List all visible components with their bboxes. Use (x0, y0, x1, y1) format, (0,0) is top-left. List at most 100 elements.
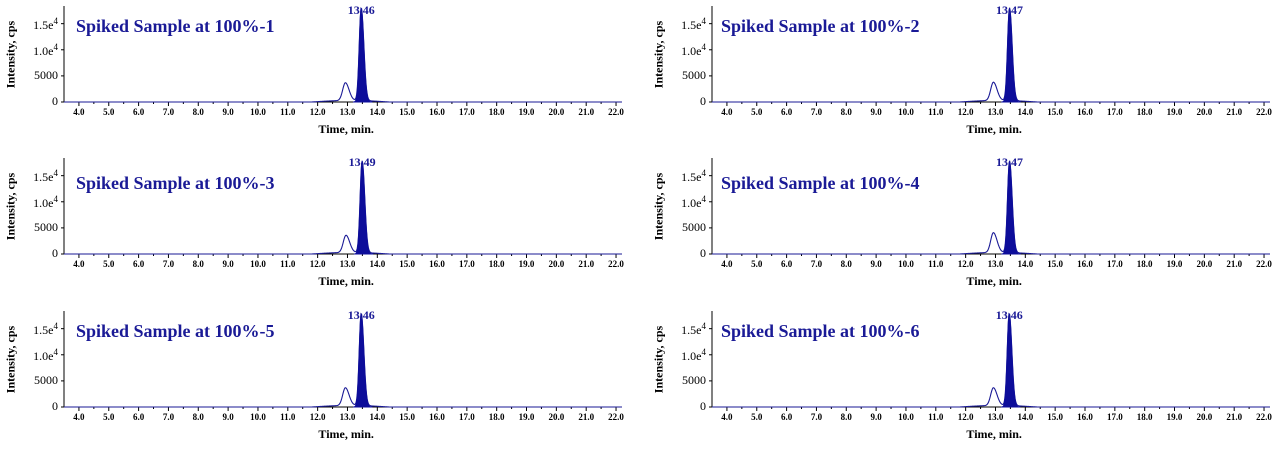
x-tick-label: 7.0 (810, 412, 823, 422)
x-tick-label: 20.0 (548, 259, 565, 269)
x-tick-label: 15.0 (399, 107, 416, 117)
y-tick-label: 0 (700, 94, 706, 108)
x-tick-label: 10.0 (250, 107, 266, 117)
x-tick-label: 10.0 (898, 412, 914, 422)
y-tick-label: 1.0e4 (33, 41, 58, 58)
x-tick-label: 12.0 (309, 259, 326, 269)
x-tick-label: 7.0 (810, 259, 823, 269)
x-tick-label: 6.0 (780, 412, 793, 422)
y-tick-label: 0 (52, 399, 58, 413)
x-tick-label: 20.0 (548, 107, 565, 117)
integrated-peak (352, 313, 373, 408)
y-tick-label: 0 (700, 399, 706, 413)
x-tick-label: 11.0 (280, 259, 296, 269)
x-tick-label: 5.0 (751, 412, 763, 422)
x-tick-label: 21.0 (1226, 259, 1243, 269)
x-tick-label: 4.0 (721, 412, 733, 422)
x-tick-label: 7.0 (162, 259, 175, 269)
x-tick-label: 8.0 (840, 259, 852, 269)
y-tick-exponent: 4 (701, 193, 707, 204)
x-tick-label: 9.0 (222, 107, 234, 117)
y-tick-label: 1.5e4 (33, 15, 58, 32)
x-tick-label: 16.0 (429, 259, 445, 269)
chromatogram-plot (61, 158, 622, 258)
y-tick-label: 1.0e4 (33, 193, 58, 210)
x-tick-label: 7.0 (162, 107, 175, 117)
integrated-peak (353, 161, 374, 255)
x-tick-label: 22.0 (608, 412, 624, 422)
x-tick-label: 17.0 (1106, 107, 1123, 117)
x-tick-label: 19.0 (1166, 107, 1183, 117)
x-tick-label: 11.0 (280, 107, 296, 117)
integrated-peak (1001, 8, 1021, 103)
x-tick-label: 10.0 (898, 259, 914, 269)
chromatogram-trace (64, 7, 622, 103)
y-tick-exponent: 4 (701, 346, 707, 357)
x-tick-label: 18.0 (488, 412, 505, 422)
y-tick-label: 1.0e4 (681, 41, 706, 58)
x-tick-label: 20.0 (548, 412, 565, 422)
x-tick-label: 4.0 (721, 107, 733, 117)
chart-title: Spiked Sample at 100%-6 (721, 321, 920, 341)
peak-label: 13.46 (995, 308, 1023, 322)
x-tick-label: 15.0 (1047, 412, 1064, 422)
x-tick-label: 22.0 (1256, 107, 1272, 117)
chromatogram-panel: Spiked Sample at 100%-4 13.47 Intensity, c… (648, 152, 1273, 303)
x-tick-label: 20.0 (1196, 259, 1213, 269)
x-tick-label: 17.0 (458, 107, 475, 117)
x-tick-label: 11.0 (928, 107, 944, 117)
y-tick-exponent: 4 (701, 320, 707, 331)
x-tick-label: 15.0 (1047, 259, 1064, 269)
x-tick-label: 6.0 (780, 107, 793, 117)
y-tick-label: 1.0e4 (681, 193, 707, 210)
x-tick-label: 20.0 (1196, 107, 1213, 117)
x-axis-label: Time, min. (318, 274, 374, 288)
x-tick-label: 18.0 (1136, 412, 1153, 422)
x-tick-label: 11.0 (928, 259, 944, 269)
x-tick-label: 9.0 (870, 107, 882, 117)
peak-label: 13.47 (996, 155, 1023, 169)
integrated-peak (352, 8, 373, 103)
x-axis-label: Time, min. (966, 427, 1022, 441)
chromatogram-trace (712, 312, 1270, 408)
x-tick-label: 16.0 (429, 412, 445, 422)
x-tick-label: 9.0 (870, 259, 882, 269)
y-tick-label: 5000 (682, 67, 706, 82)
x-tick-label: 7.0 (162, 412, 175, 422)
x-tick-label: 4.0 (73, 412, 85, 422)
chromatogram-panel: Spiked Sample at 100%-2 13.47 Intensity, c… (648, 0, 1273, 151)
x-tick-label: 21.0 (578, 107, 595, 117)
x-tick-label: 14.0 (369, 259, 386, 269)
chart-title: Spiked Sample at 100%-1 (76, 16, 275, 36)
x-tick-label: 21.0 (1226, 107, 1243, 117)
y-tick-label: 1.5e4 (33, 320, 58, 337)
x-tick-label: 5.0 (103, 107, 115, 117)
x-tick-label: 6.0 (132, 107, 145, 117)
x-tick-label: 17.0 (458, 259, 475, 269)
y-tick-label: 5000 (34, 219, 58, 234)
y-tick-label: 0 (52, 94, 58, 108)
x-tick-label: 11.0 (928, 412, 944, 422)
chromatogram-plot (709, 158, 1270, 258)
x-tick-label: 18.0 (1136, 259, 1153, 269)
y-tick-label: 5000 (682, 372, 706, 387)
x-tick-label: 8.0 (840, 412, 852, 422)
peak-label: 13.46 (347, 3, 375, 17)
chart-title: Spiked Sample at 100%-4 (721, 173, 920, 193)
x-tick-label: 21.0 (578, 412, 595, 422)
x-tick-label: 9.0 (870, 412, 882, 422)
y-tick-label: 5000 (682, 219, 706, 234)
y-tick-label: 1.0e4 (681, 346, 707, 363)
x-tick-label: 22.0 (608, 259, 624, 269)
x-tick-label: 7.0 (810, 107, 823, 117)
chromatogram-trace (64, 312, 622, 408)
x-tick-label: 22.0 (608, 107, 624, 117)
x-tick-label: 21.0 (578, 259, 595, 269)
x-tick-label: 19.0 (518, 107, 535, 117)
x-tick-label: 5.0 (103, 412, 115, 422)
x-tick-label: 13.0 (987, 412, 1004, 422)
y-tick-exponent: 4 (701, 167, 707, 178)
x-tick-label: 11.0 (280, 412, 296, 422)
chart-title: Spiked Sample at 100%-3 (76, 173, 275, 193)
x-axis-label: Time, min. (966, 274, 1022, 288)
